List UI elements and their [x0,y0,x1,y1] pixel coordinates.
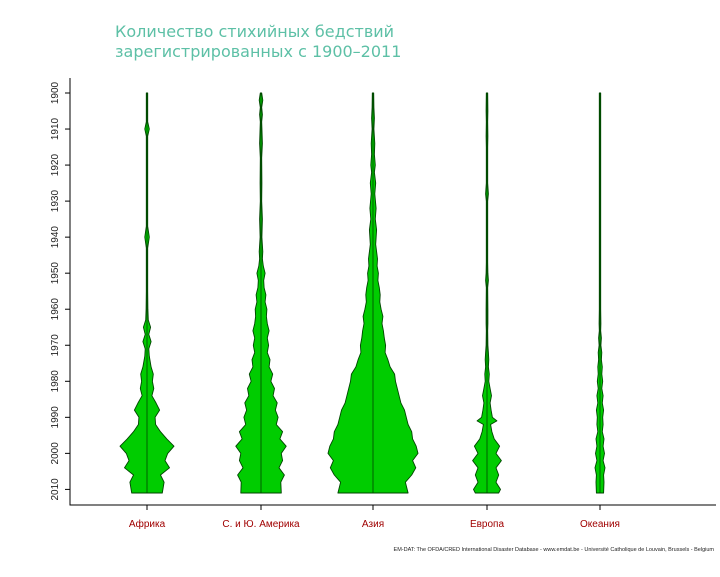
y-tick-label-1980: 1980 [50,370,61,393]
y-tick-label-1970: 1970 [50,334,61,357]
x-tick-label-oceania: Океания [580,519,620,530]
y-tick-label-2010: 2010 [50,478,61,501]
x-tick-label-americas: С. и Ю. Америка [222,519,300,530]
y-tick-label-1960: 1960 [50,298,61,321]
x-tick-label-europe: Европа [470,519,505,530]
violins-group [119,92,606,494]
chart-title: Количество стихийных бедствий зарегистри… [115,22,401,62]
y-tick-label-1990: 1990 [50,406,61,429]
y-tick-label-1920: 1920 [50,154,61,177]
x-tick-label-asia: Азия [362,519,384,530]
chart-title-line-1: Количество стихийных бедствий [115,22,395,41]
y-tick-label-1910: 1910 [50,117,61,140]
source-note: EM-DAT: The OFDA/CRED International Disa… [393,547,714,553]
chart-title-line-2: зарегистрированных с 1900–2011 [115,42,402,61]
axis-frame [69,78,716,506]
axes-group: Африка С. и Ю. Америка Азия Европа Океания 19… [50,78,716,530]
x-tick-label-africa: Африка [129,518,166,530]
y-tick-label-2000: 2000 [50,442,61,465]
y-tick-label-1930: 1930 [50,190,61,213]
y-tick-label-1950: 1950 [50,262,61,285]
y-tick-label-1900: 1900 [50,81,61,104]
y-tick-label-1940: 1940 [50,226,61,249]
